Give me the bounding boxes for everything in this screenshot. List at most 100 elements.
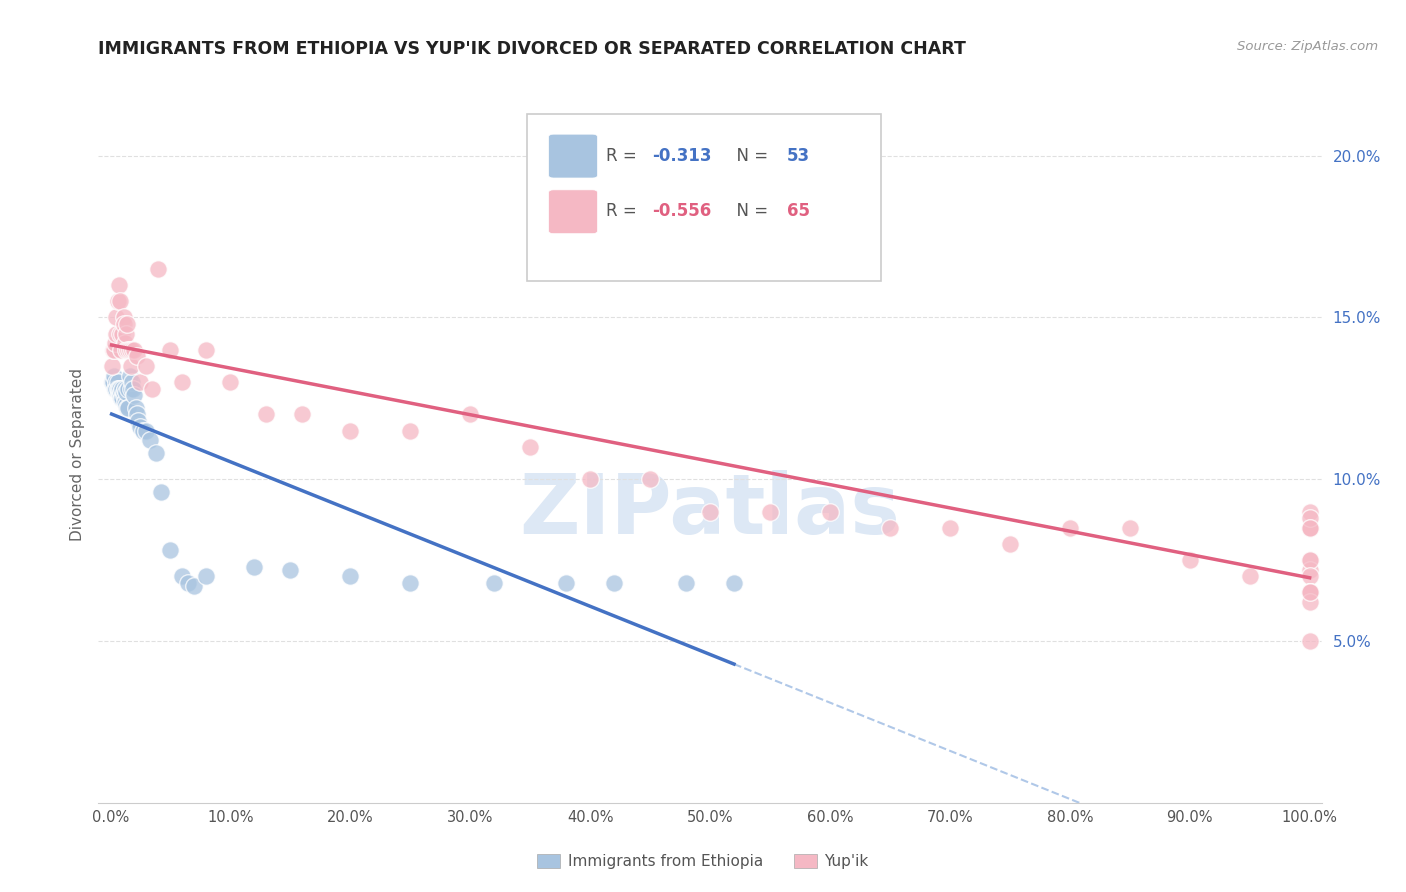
- Point: [118, 343, 141, 357]
- Text: ZIPatlas: ZIPatlas: [520, 470, 900, 551]
- Point: [219, 375, 242, 389]
- Point: [172, 375, 194, 389]
- Text: Source: ZipAtlas.com: Source: ZipAtlas.com: [1237, 40, 1378, 54]
- Point: [117, 343, 139, 357]
- Point: [115, 326, 138, 341]
- Point: [1298, 585, 1320, 599]
- Point: [195, 569, 218, 583]
- FancyBboxPatch shape: [548, 134, 598, 178]
- Point: [105, 310, 128, 325]
- Point: [1298, 511, 1320, 525]
- Text: -0.313: -0.313: [652, 147, 711, 165]
- Point: [111, 392, 134, 406]
- Point: [1298, 595, 1320, 609]
- Point: [1298, 585, 1320, 599]
- Point: [603, 575, 626, 590]
- Point: [121, 343, 143, 357]
- Point: [159, 543, 181, 558]
- Point: [114, 394, 136, 409]
- Point: [108, 294, 131, 309]
- Point: [124, 343, 146, 357]
- Point: [104, 336, 127, 351]
- Point: [105, 382, 128, 396]
- Point: [243, 559, 266, 574]
- Point: [115, 401, 138, 415]
- FancyBboxPatch shape: [548, 190, 598, 234]
- Point: [638, 472, 661, 486]
- Point: [101, 375, 124, 389]
- Point: [112, 384, 135, 399]
- Point: [115, 384, 138, 399]
- Point: [104, 382, 127, 396]
- Point: [107, 294, 129, 309]
- Point: [108, 384, 131, 399]
- Point: [105, 326, 128, 341]
- Point: [399, 575, 422, 590]
- Point: [114, 382, 136, 396]
- Text: R =: R =: [606, 202, 643, 220]
- Point: [132, 424, 155, 438]
- Point: [1298, 504, 1320, 518]
- Point: [1298, 585, 1320, 599]
- Point: [399, 424, 422, 438]
- Text: R =: R =: [606, 147, 643, 165]
- Point: [129, 420, 152, 434]
- Point: [145, 446, 167, 460]
- Legend: Immigrants from Ethiopia, Yup'ik: Immigrants from Ethiopia, Yup'ik: [531, 848, 875, 875]
- Point: [103, 368, 125, 383]
- Point: [183, 579, 205, 593]
- Point: [107, 382, 129, 396]
- Point: [112, 310, 135, 325]
- Point: [112, 317, 135, 331]
- Point: [122, 382, 145, 396]
- Point: [114, 336, 136, 351]
- Point: [482, 575, 505, 590]
- Point: [339, 424, 361, 438]
- Point: [101, 343, 124, 357]
- Point: [135, 359, 157, 373]
- Point: [939, 521, 962, 535]
- Point: [278, 563, 301, 577]
- Point: [118, 368, 141, 383]
- Point: [172, 569, 194, 583]
- Point: [879, 521, 901, 535]
- Y-axis label: Divorced or Separated: Divorced or Separated: [69, 368, 84, 541]
- Point: [120, 382, 142, 396]
- Point: [1119, 521, 1142, 535]
- Point: [117, 401, 139, 415]
- Point: [135, 424, 157, 438]
- Text: N =: N =: [725, 202, 773, 220]
- Point: [1298, 553, 1320, 567]
- Point: [141, 382, 163, 396]
- Text: -0.556: -0.556: [652, 202, 711, 220]
- Point: [699, 504, 721, 518]
- FancyBboxPatch shape: [526, 114, 882, 281]
- Text: 53: 53: [787, 147, 810, 165]
- Point: [291, 408, 314, 422]
- Point: [117, 382, 139, 396]
- Point: [759, 504, 782, 518]
- Point: [555, 575, 578, 590]
- Point: [115, 343, 138, 357]
- Point: [120, 359, 142, 373]
- Point: [103, 343, 125, 357]
- Point: [148, 261, 170, 276]
- Text: 65: 65: [787, 202, 810, 220]
- Point: [108, 278, 131, 293]
- Point: [110, 392, 132, 406]
- Point: [998, 537, 1021, 551]
- Point: [1239, 569, 1261, 583]
- Point: [1298, 553, 1320, 567]
- Point: [108, 382, 131, 396]
- Point: [100, 359, 122, 373]
- Point: [1298, 521, 1320, 535]
- Point: [1298, 563, 1320, 577]
- Point: [723, 575, 745, 590]
- Point: [1298, 521, 1320, 535]
- Point: [125, 349, 148, 363]
- Point: [1178, 553, 1201, 567]
- Point: [339, 569, 361, 583]
- Point: [519, 440, 541, 454]
- Point: [125, 408, 148, 422]
- Point: [129, 375, 152, 389]
